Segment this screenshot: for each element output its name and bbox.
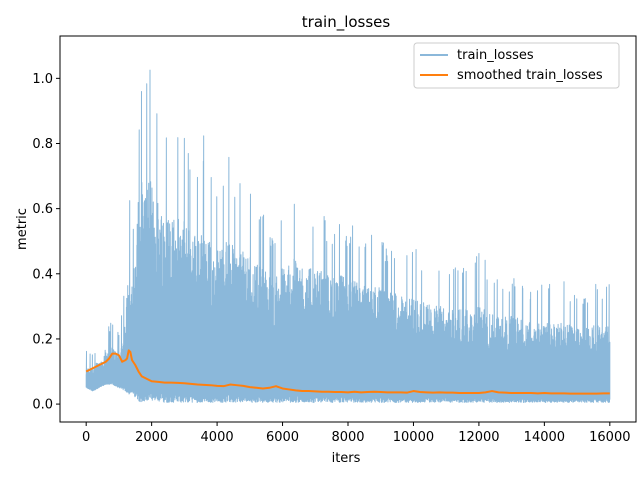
- x-tick-label: 2000: [135, 430, 168, 445]
- series-layer: [85, 69, 611, 403]
- x-tick-label: 10000: [393, 430, 434, 445]
- chart-title: train_losses: [302, 13, 391, 32]
- y-tick-label: 0.6: [32, 202, 53, 217]
- x-tick-label: 12000: [458, 430, 499, 445]
- legend-label-smoothed-train-losses: smoothed train_losses: [457, 68, 603, 83]
- y-tick-label: 0.0: [32, 398, 53, 413]
- x-axis-label: iters: [332, 451, 361, 466]
- legend-label-train-losses: train_losses: [457, 48, 534, 63]
- x-tick-label: 16000: [589, 430, 630, 445]
- y-tick-label: 0.2: [32, 332, 53, 347]
- x-tick-label: 0: [82, 430, 90, 445]
- series-train-losses-line: [85, 69, 611, 403]
- x-tick-label: 14000: [524, 430, 565, 445]
- x-tick-label: 4000: [201, 430, 234, 445]
- y-axis-label: metric: [15, 208, 30, 250]
- legend: train_losses smoothed train_losses: [413, 42, 620, 89]
- axes-layer: 0 2000 4000 6000 8000 10000 12000 14000 16000 0.0…: [32, 35, 637, 445]
- x-tick-label: 8000: [331, 430, 364, 445]
- y-tick-label: 0.8: [32, 137, 53, 152]
- series-smoothed-train-losses-line: [85, 349, 610, 395]
- x-tick-label: 6000: [266, 430, 299, 445]
- plot-area: [85, 69, 611, 403]
- y-tick-label: 0.4: [32, 267, 53, 282]
- legend-frame: [413, 42, 620, 89]
- y-tick-label: 1.0: [32, 72, 53, 87]
